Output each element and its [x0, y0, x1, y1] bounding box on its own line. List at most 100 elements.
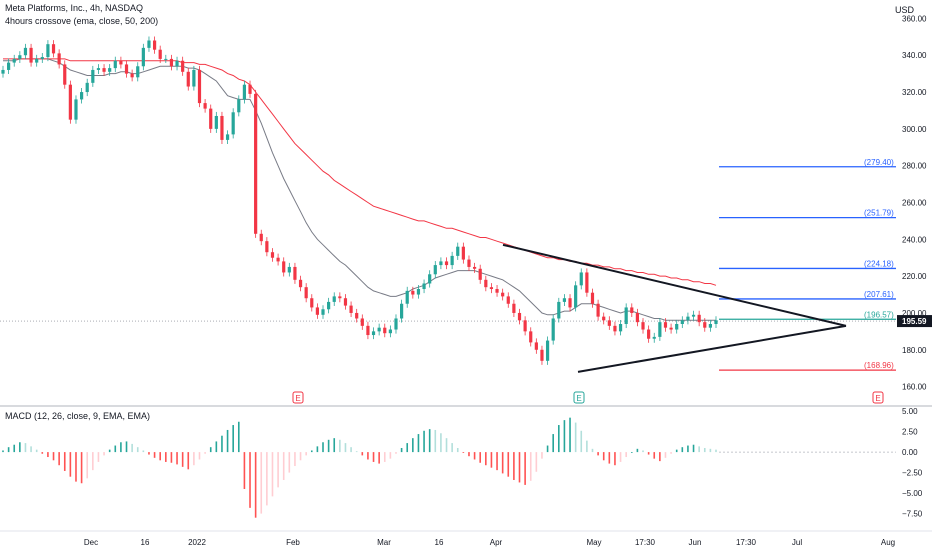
- macd-title[interactable]: MACD (12, 26, close, 9, EMA, EMA): [5, 411, 151, 421]
- macd-histogram-bar: [2, 450, 4, 453]
- candle-body: [158, 49, 162, 59]
- macd-histogram-bar: [664, 452, 667, 458]
- earnings-marker: [573, 391, 585, 404]
- macd-histogram-bar: [614, 452, 616, 466]
- macd-histogram-bar: [479, 452, 482, 463]
- macd-histogram-bar: [574, 422, 577, 453]
- macd-histogram-bar: [468, 452, 470, 457]
- macd-histogram-bar: [333, 438, 336, 453]
- price-tick-label: 300.00: [902, 125, 927, 134]
- time-tick-label: Apr: [490, 538, 503, 547]
- macd-histogram-bar: [675, 449, 678, 453]
- candle-body: [242, 84, 247, 100]
- macd-histogram-bar: [642, 450, 644, 453]
- macd-histogram-bar: [339, 439, 341, 453]
- time-tick-label: 16: [435, 538, 444, 547]
- candle-body: [478, 268, 482, 280]
- macd-histogram-bar: [563, 420, 566, 453]
- level-label: (224.18): [864, 259, 894, 268]
- macd-histogram-bar: [86, 452, 89, 479]
- macd-histogram-bar: [30, 446, 32, 453]
- candle-body: [461, 246, 465, 260]
- triangle-lower-line: [577, 324, 847, 373]
- macd-histogram-bar: [507, 452, 510, 477]
- macd-histogram-bar: [271, 452, 274, 497]
- macd-histogram-bar: [535, 452, 538, 472]
- candle-body: [472, 266, 477, 269]
- level-lines[interactable]: (279.40) (251.79) (224.18) (207.61) (196.57)…: [0, 158, 896, 371]
- candle-body: [484, 279, 488, 288]
- candle-body: [220, 115, 224, 140]
- macd-histogram-bar: [659, 452, 661, 462]
- candle-body: [428, 274, 432, 284]
- last-price-label: 195.59: [902, 317, 927, 326]
- time-tick-label: 16: [141, 538, 150, 547]
- ema-200-line: [3, 58, 717, 286]
- candle-body: [618, 324, 623, 332]
- macd-histogram-bar: [58, 452, 60, 466]
- candle-body: [506, 296, 510, 304]
- candle-body: [551, 318, 555, 341]
- time-axis[interactable]: Dec 16 2022 Feb Mar 16 Apr May 17:30 Jun 17:30 Jul A…: [84, 538, 895, 547]
- macd-histogram-bar: [569, 417, 571, 453]
- candle-body: [338, 296, 342, 299]
- macd-histogram-bar: [501, 452, 504, 474]
- macd-histogram-bar: [630, 452, 633, 453]
- candle-body: [197, 69, 202, 104]
- macd-histogram-bar: [709, 448, 712, 453]
- macd-histogram-bar: [204, 452, 206, 454]
- macd-histogram-bar: [524, 452, 526, 485]
- macd-histogram-bar: [552, 434, 554, 453]
- macd-histogram-bar: [92, 452, 94, 471]
- macd-histogram-bar: [13, 444, 16, 453]
- symbol-title[interactable]: Meta Platforms, Inc., 4h, NASDAQ: [5, 3, 144, 13]
- candle-body: [259, 233, 263, 242]
- candle-body: [214, 115, 218, 129]
- indicator-title[interactable]: 4hours crossove (ema, close, 50, 200): [5, 16, 159, 26]
- macd-histogram-bar: [400, 448, 403, 453]
- price-axis[interactable]: 360.00 340.00 320.00 300.00 280.00 260.00 240.…: [897, 14, 932, 392]
- time-tick-label: Jun: [689, 538, 702, 547]
- candle-body: [35, 58, 39, 63]
- price-tick-label: 160.00: [902, 383, 927, 392]
- macd-histogram-bar: [35, 449, 38, 453]
- candle-body: [568, 298, 572, 308]
- candle-body: [164, 58, 168, 60]
- candle-body: [113, 60, 117, 69]
- macd-histogram-bar: [299, 452, 302, 461]
- macd-histogram-bar: [327, 439, 330, 453]
- candle-body: [400, 303, 404, 319]
- macd-histogram-bar: [75, 452, 77, 482]
- macd-panel[interactable]: [2, 417, 896, 518]
- macd-histogram-bar: [372, 452, 375, 462]
- candle-body: [523, 320, 527, 332]
- time-tick-label: Feb: [286, 538, 300, 547]
- candle-body: [686, 316, 690, 321]
- macd-histogram-bar: [226, 429, 229, 453]
- macd-histogram-bar: [653, 452, 656, 459]
- candle-body: [310, 298, 314, 308]
- macd-axis[interactable]: 5.00 2.50 0.00 −2.50 −5.00 −7.50: [902, 407, 923, 518]
- candle-body: [529, 331, 533, 343]
- earnings-marker: [872, 391, 884, 404]
- time-tick-label: 17:30: [736, 538, 757, 547]
- time-tick-label: May: [586, 538, 601, 547]
- candle-body: [596, 303, 600, 317]
- candle-body: [231, 112, 235, 135]
- triangle-pattern[interactable]: [502, 243, 847, 373]
- time-tick-label: 17:30: [635, 538, 656, 547]
- macd-histogram-bar: [215, 441, 218, 453]
- candle-body: [136, 66, 140, 78]
- candle-body: [501, 292, 505, 297]
- candle-body: [383, 327, 387, 334]
- earnings-marker-label: E: [295, 394, 300, 403]
- macd-histogram-bar: [355, 451, 358, 453]
- macd-histogram-bar: [558, 425, 560, 453]
- candle-body: [68, 84, 72, 120]
- candle-body: [203, 103, 207, 109]
- level-label: (251.79): [864, 209, 894, 218]
- price-tick-label: 200.00: [902, 309, 927, 318]
- macd-histogram-bar: [232, 425, 234, 453]
